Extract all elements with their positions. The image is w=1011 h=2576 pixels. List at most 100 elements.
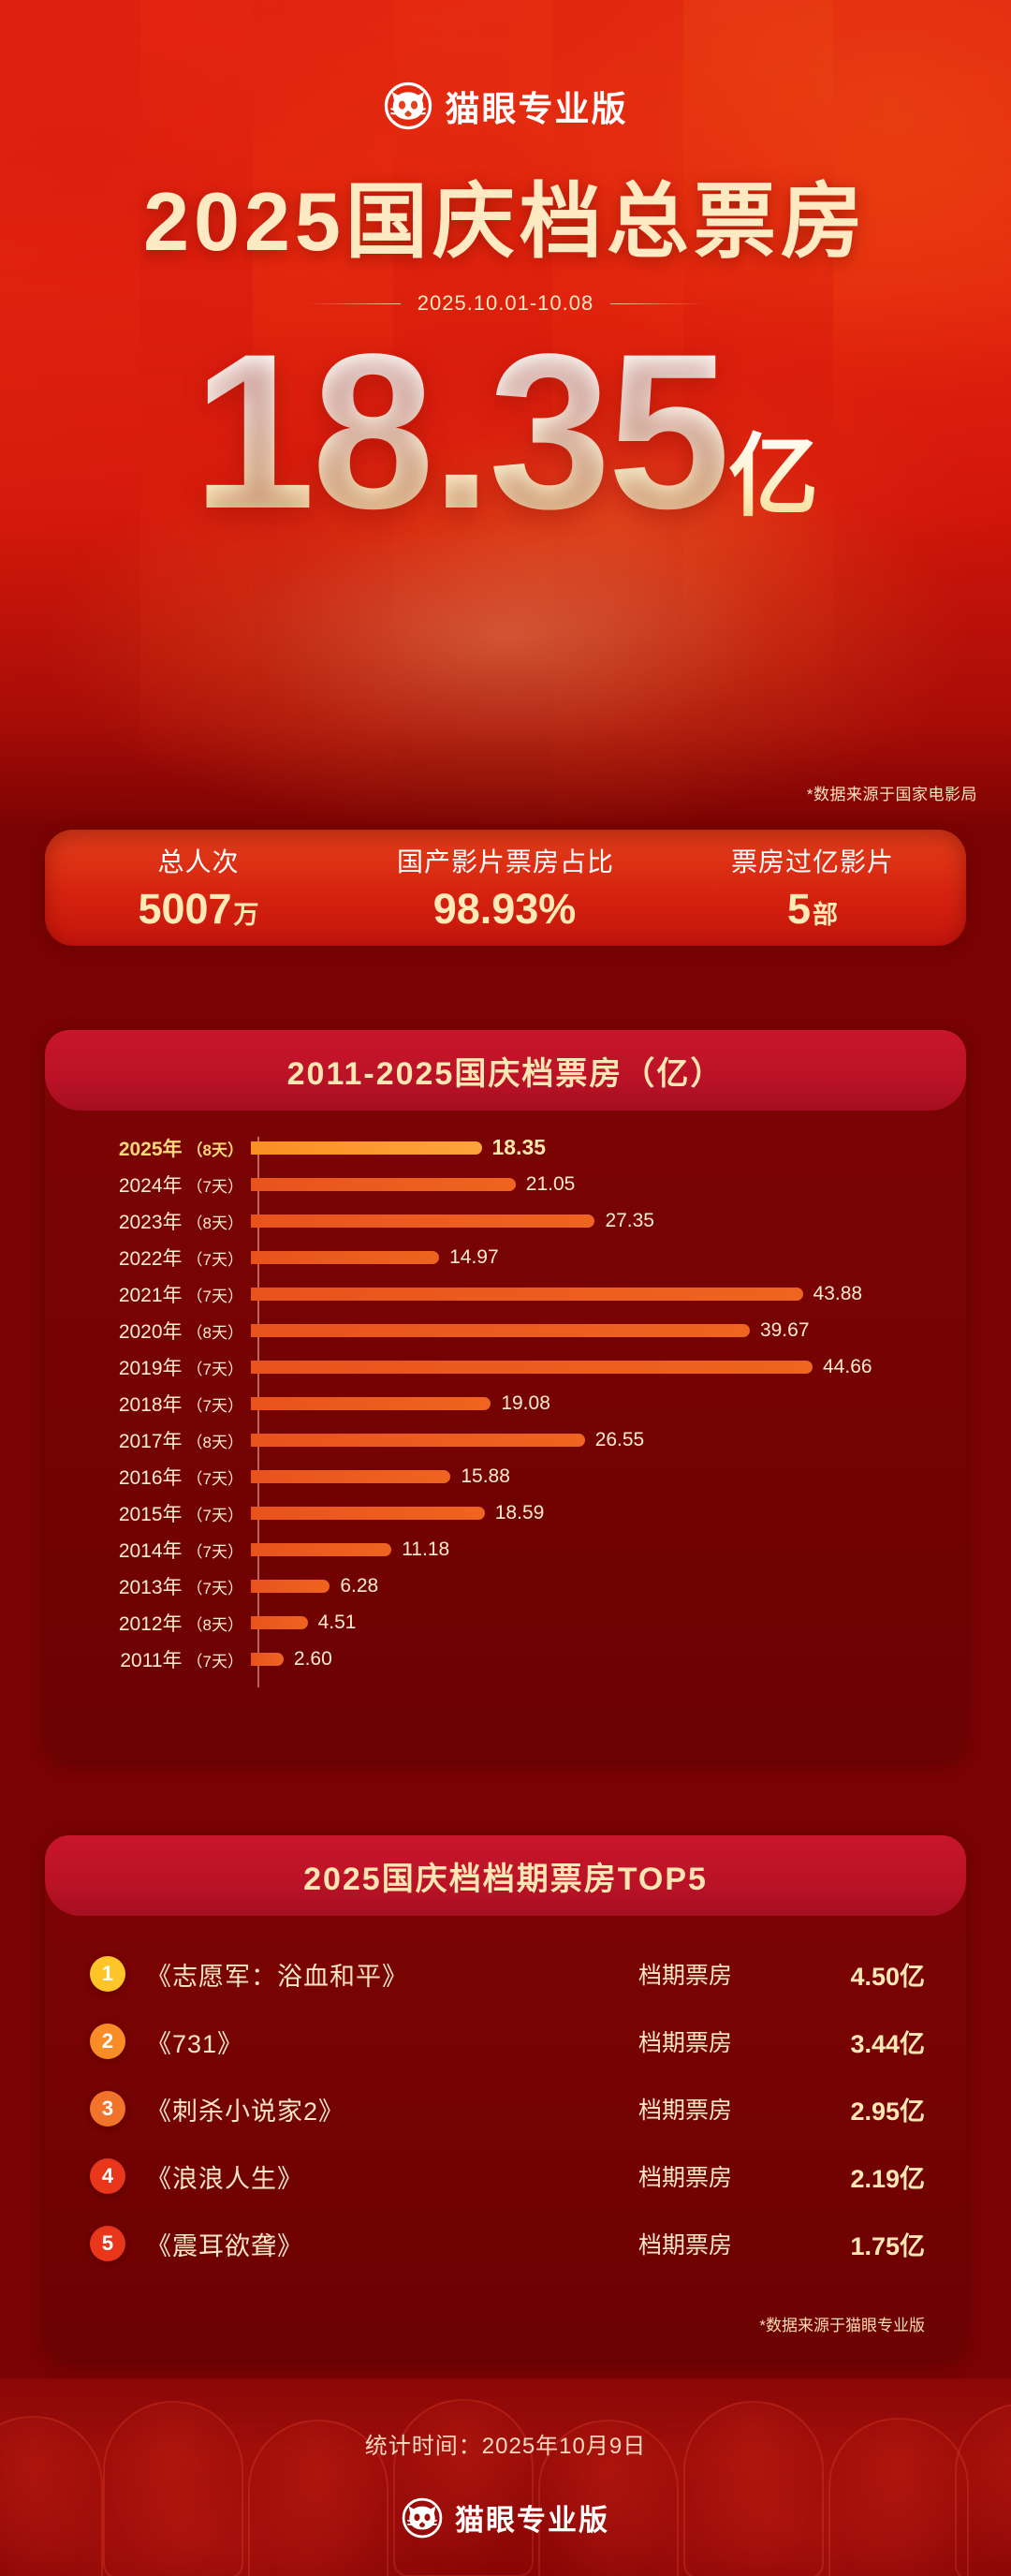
bar-value-label: 19.08 xyxy=(501,1391,550,1414)
bar-row-year: 2015年 xyxy=(118,1503,183,1525)
chart-title: 2011-2025国庆档票房（亿） xyxy=(286,1055,725,1092)
bar xyxy=(251,1141,482,1155)
stat-number: 5007 xyxy=(138,885,232,933)
rank-badge: 3 xyxy=(90,2091,125,2127)
bar-track: 39.67 xyxy=(251,1312,966,1348)
bar-value-label: 18.59 xyxy=(494,1501,545,1524)
rank-badge: 1 xyxy=(90,1956,125,1992)
brand-name: 猫眼专业版 xyxy=(445,90,628,128)
bar xyxy=(251,1214,595,1228)
bar-chart-row: 2025年 （8天） 18.35 xyxy=(45,1129,966,1166)
top5-row[interactable]: 4 《浪浪人生》 档期票房 2.19亿 xyxy=(45,2142,966,2210)
top5-card: 2025国庆档档期票房TOP5 1 《志愿军：浴血和平》 档期票房 4.50亿 2 《73… xyxy=(45,1835,966,2360)
bar-row-year: 2018年 xyxy=(118,1393,183,1416)
stat-value: 98.93% xyxy=(352,885,659,934)
bar xyxy=(251,1250,440,1264)
bar xyxy=(251,1177,516,1191)
bar-row-days: （7天） xyxy=(186,1396,243,1415)
bar-track: 21.05 xyxy=(251,1166,966,1202)
bar-row-label: 2019年 （7天） xyxy=(45,1353,251,1381)
box-office-label: 档期票房 xyxy=(638,1963,733,1989)
chart-plot-area: 2025年 （8天） 18.35 2024年 （7天） 21.05 2023年 （8天） 27.… xyxy=(45,1129,966,1729)
box-office-label: 档期票房 xyxy=(638,2098,733,2124)
bar-chart-row: 2024年 （7天） 21.05 xyxy=(45,1166,966,1202)
bar-track: 18.35 xyxy=(251,1129,966,1166)
bar xyxy=(251,1469,451,1483)
top5-list: 1 《志愿军：浴血和平》 档期票房 4.50亿 2 《731》 档期票房 3.44亿 3 《刺杀小… xyxy=(45,1940,966,2277)
rank-badge: 4 xyxy=(90,2158,125,2194)
page-title: 2025国庆档总票房 xyxy=(143,175,868,268)
bar-track: 11.18 xyxy=(251,1531,966,1568)
bar-row-year: 2013年 xyxy=(118,1576,183,1598)
stat-films-over-100m: 票房过亿影片 5部 xyxy=(659,842,966,934)
bar-chart-row: 2020年 （8天） 39.67 xyxy=(45,1312,966,1348)
bar-track: 26.55 xyxy=(251,1421,966,1458)
bar-row-year: 2017年 xyxy=(118,1430,183,1452)
bar-chart-row: 2017年 （8天） 26.55 xyxy=(45,1421,966,1458)
bar-row-label: 2021年 （7天） xyxy=(45,1280,251,1308)
bar xyxy=(251,1652,284,1666)
bar xyxy=(251,1360,813,1374)
top5-row[interactable]: 1 《志愿军：浴血和平》 档期票房 4.50亿 xyxy=(45,1940,966,2008)
bar-row-label: 2017年 （8天） xyxy=(45,1426,251,1454)
bar-chart-row: 2014年 （7天） 11.18 xyxy=(45,1531,966,1568)
bar-value-label: 4.51 xyxy=(317,1611,357,1633)
rule-left xyxy=(306,302,401,304)
bar-chart-row: 2022年 （7天） 14.97 xyxy=(45,1239,966,1275)
footer-brand-lockup: 猫眼专业版 xyxy=(0,2496,1011,2539)
bar-value-label: 18.35 xyxy=(491,1135,547,1159)
stat-value: 5部 xyxy=(659,885,966,934)
bar xyxy=(251,1506,485,1520)
maoyan-cat-logo-icon xyxy=(402,2497,443,2539)
rule-right xyxy=(610,302,705,304)
bar-row-year: 2019年 xyxy=(118,1357,183,1379)
box-office-value: 3.44亿 xyxy=(850,2029,925,2058)
top5-row[interactable]: 2 《731》 档期票房 3.44亿 xyxy=(45,2008,966,2075)
top5-row[interactable]: 3 《刺杀小说家2》 档期票房 2.95亿 xyxy=(45,2075,966,2142)
bar-row-label: 2022年 （7天） xyxy=(45,1244,251,1272)
bar-row-days: （8天） xyxy=(186,1141,243,1159)
date-range-text: 2025.10.01-10.08 xyxy=(417,291,594,315)
bar-row-year: 2011年 xyxy=(120,1649,183,1671)
bar-chart-row: 2019年 （7天） 44.66 xyxy=(45,1348,966,1385)
bar-row-days: （7天） xyxy=(186,1250,243,1269)
stat-label: 国产影片票房占比 xyxy=(396,847,614,876)
movie-title: 《震耳欲聋》 xyxy=(146,2231,303,2260)
box-office-label: 档期票房 xyxy=(638,2030,733,2056)
box-office-value: 2.95亿 xyxy=(850,2097,925,2126)
rank-badge: 5 xyxy=(90,2226,125,2261)
bar-track: 15.88 xyxy=(251,1458,966,1494)
bar-value-label: 11.18 xyxy=(402,1538,450,1560)
bar-row-label: 2024年 （7天） xyxy=(45,1170,251,1199)
bar-row-year: 2024年 xyxy=(118,1174,183,1197)
top5-title-badge: 2025国庆档档期票房TOP5 xyxy=(45,1835,966,1916)
bar-row-label: 2018年 （7天） xyxy=(45,1390,251,1418)
bar-row-label: 2013年 （7天） xyxy=(45,1572,251,1600)
bar-chart-row: 2023年 （8天） 27.35 xyxy=(45,1202,966,1239)
bar-row-days: （8天） xyxy=(186,1323,243,1342)
stat-label: 票房过亿影片 xyxy=(730,847,894,876)
chart-axis xyxy=(257,1137,259,1687)
bar-row-label: 2015年 （7天） xyxy=(45,1499,251,1527)
movie-title: 《731》 xyxy=(146,2029,244,2058)
stat-number: 5 xyxy=(786,885,812,933)
bar-track: 2.60 xyxy=(251,1641,966,1677)
bar-row-label: 2011年 （7天） xyxy=(45,1645,251,1673)
bar-row-days: （7天） xyxy=(186,1506,243,1524)
stat-suffix: 部 xyxy=(813,901,839,929)
bar xyxy=(251,1542,392,1556)
hero-date-range: 2025.10.01-10.08 xyxy=(0,291,1011,316)
total-box-office: 18.35亿 xyxy=(0,321,1011,542)
bar-row-days: （7天） xyxy=(186,1469,243,1488)
bar xyxy=(251,1579,330,1593)
bar-track: 6.28 xyxy=(251,1568,966,1604)
seat-decoration xyxy=(828,2418,969,2576)
bar-track: 43.88 xyxy=(251,1275,966,1312)
bar-track: 18.59 xyxy=(251,1494,966,1531)
bar xyxy=(251,1615,308,1629)
bar-chart-row: 2013年 （7天） 6.28 xyxy=(45,1568,966,1604)
top5-row[interactable]: 5 《震耳欲聋》 档期票房 1.75亿 xyxy=(45,2210,966,2277)
bar-chart-row: 2012年 （8天） 4.51 xyxy=(45,1604,966,1641)
bar-chart-row: 2015年 （7天） 18.59 xyxy=(45,1494,966,1531)
bar xyxy=(251,1433,585,1447)
